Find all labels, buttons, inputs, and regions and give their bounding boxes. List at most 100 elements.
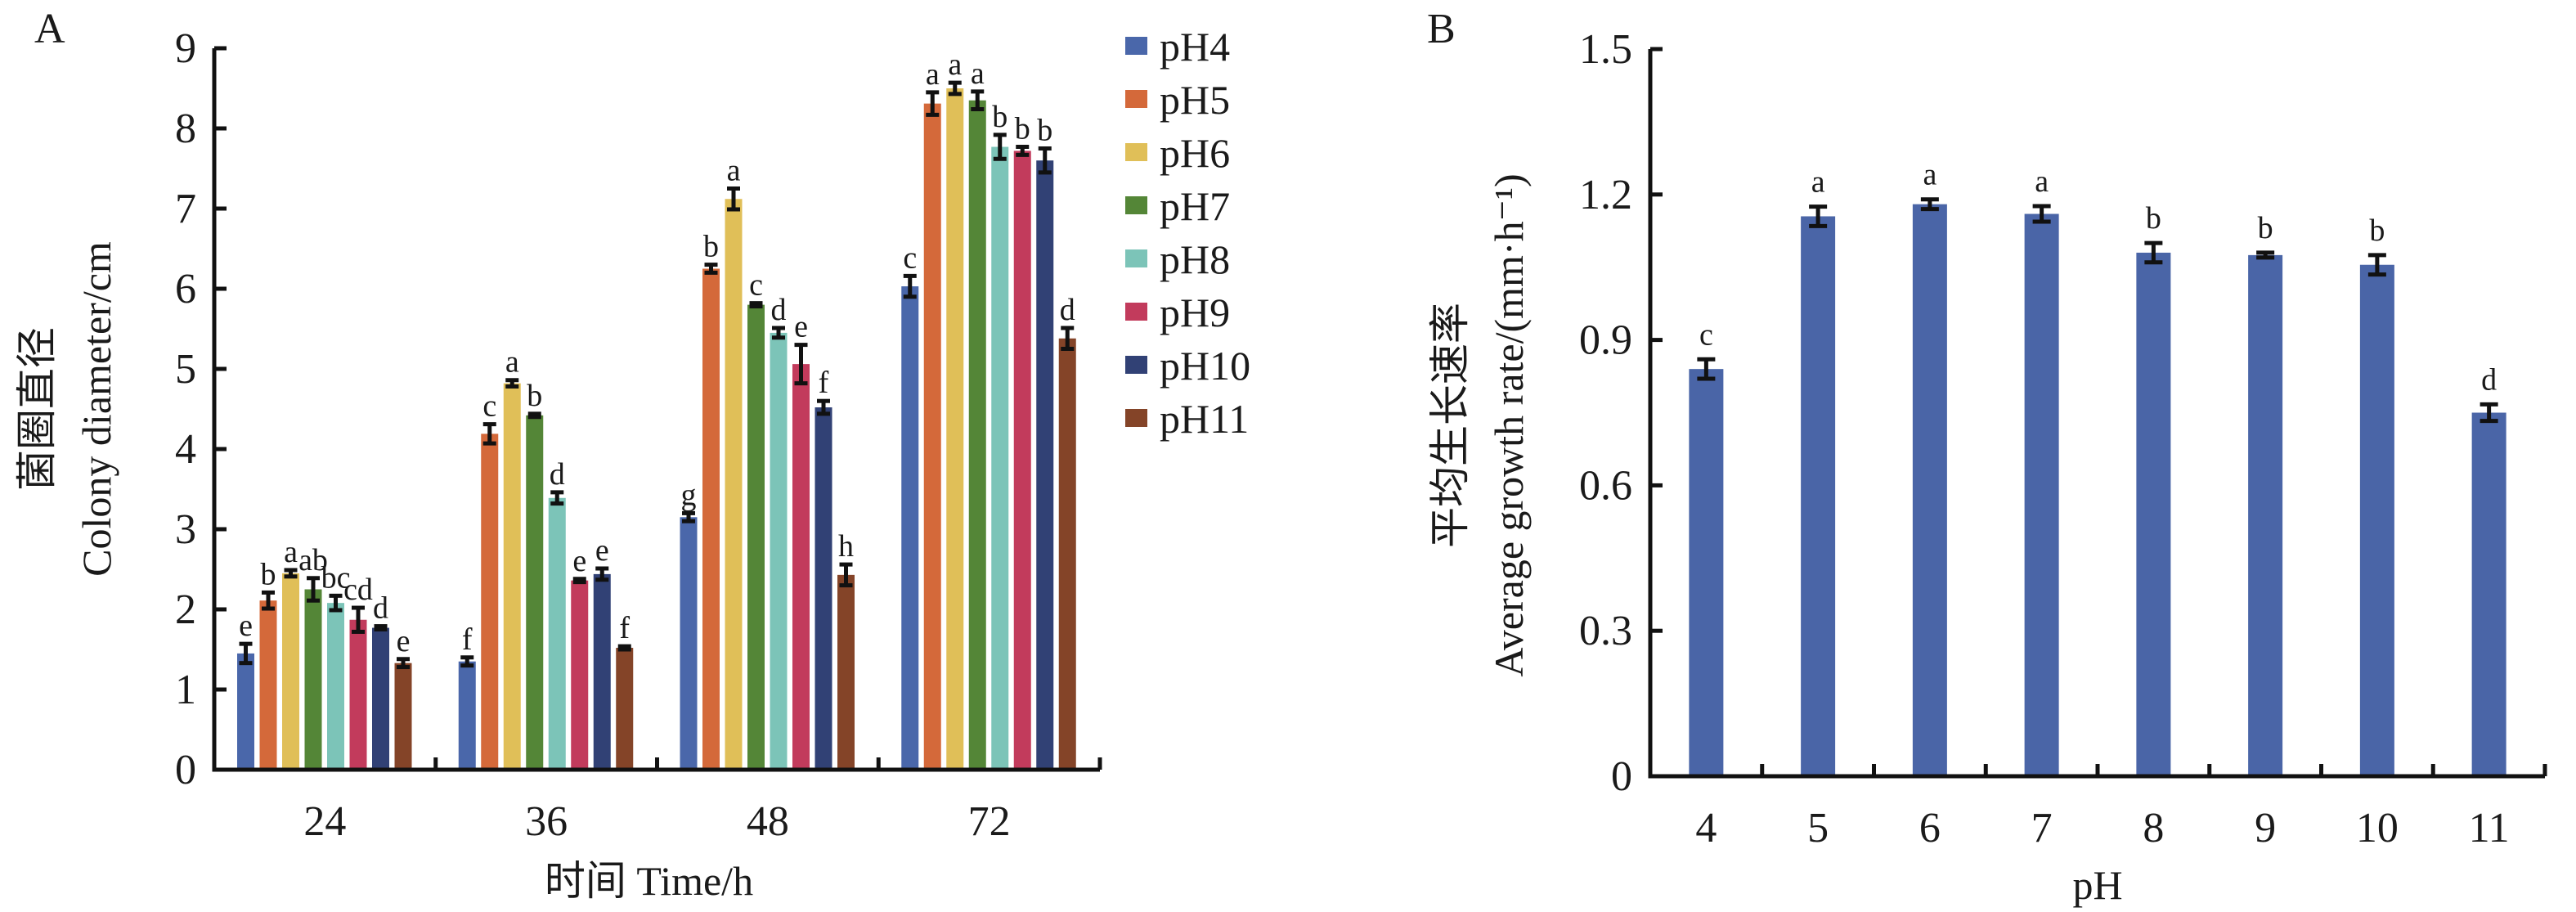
bar-ph8-48h — [770, 332, 788, 770]
x-tick-label: 10 — [2356, 805, 2399, 851]
bar-ph10-36h — [593, 573, 611, 770]
significance-letter: e — [794, 310, 808, 344]
significance-letter: d — [771, 293, 787, 327]
bar-ph6 — [1912, 204, 1947, 777]
x-tick-label: 36 — [525, 798, 568, 845]
significance-letter: f — [619, 611, 630, 645]
y-tick-label: 3 — [175, 506, 196, 553]
bar-ph5-24h — [259, 600, 277, 770]
bar-ph4 — [1689, 369, 1724, 776]
bar-ph5 — [1801, 216, 1836, 777]
bar-ph9-48h — [792, 364, 810, 770]
x-tick-label: 5 — [1807, 805, 1829, 851]
y-tick-label: 2 — [175, 586, 196, 633]
legend-label-ph9: pH9 — [1160, 290, 1230, 335]
legend-label-ph6: pH6 — [1160, 130, 1230, 176]
legend-swatch-ph11 — [1125, 409, 1147, 427]
y-axis-title-b-wrap2: Average growth rate/(mm·h⁻¹) — [1486, 173, 1532, 676]
significance-letter: bc — [321, 560, 351, 595]
y-tick-label: 1.2 — [1579, 172, 1632, 218]
bar-ph7-36h — [526, 415, 544, 770]
legend-a: pH4 pH5 pH6 pH7 pH8 pH9 pH10 pH11 — [1125, 24, 1250, 442]
y-axis-title-b-line1: 平均生长速率 — [1427, 303, 1473, 548]
significance-letter: d — [550, 457, 565, 492]
panel-label-b: B — [1427, 6, 1456, 52]
bar-ph5-72h — [923, 103, 941, 770]
x-tick-label: 24 — [303, 798, 346, 845]
y-axis-title-b-line2: Average growth rate/(mm·h⁻¹) — [1486, 173, 1532, 676]
bar-ph10-72h — [1036, 160, 1054, 770]
bar-ph8-24h — [327, 603, 344, 770]
panel-b-growth-rate-chart: B 平均生长速率 Average growth rate/(mm·h⁻¹) 00… — [1427, 6, 2547, 908]
significance-letter: a — [2035, 164, 2049, 199]
x-tick-label: 72 — [968, 798, 1011, 845]
x-tick-label: 9 — [2255, 805, 2276, 851]
significance-letter: b — [703, 230, 719, 264]
bar-ph6-24h — [282, 573, 299, 770]
significance-letter: c — [903, 240, 917, 275]
significance-letter: e — [397, 624, 411, 658]
legend-swatch-ph8 — [1125, 249, 1147, 267]
bar-ph4-72h — [901, 286, 919, 770]
y-tick-label: 1 — [175, 667, 196, 713]
y-tick-label: 0.9 — [1579, 317, 1632, 364]
significance-letter: a — [971, 56, 985, 91]
significance-letter: e — [595, 533, 609, 568]
significance-letter: c — [749, 268, 763, 303]
significance-letter: h — [838, 529, 854, 564]
y-tick-label: 6 — [175, 266, 196, 312]
significance-letter: a — [926, 57, 940, 92]
y-tick-label: 0.3 — [1579, 608, 1632, 654]
bar-ph4-48h — [680, 517, 698, 770]
significance-letter: a — [1811, 165, 1825, 200]
y-axis-title-a-line1: 菌圈直径 — [14, 327, 60, 491]
bar-ph11-36h — [616, 648, 634, 770]
legend-swatch-ph9 — [1125, 303, 1147, 321]
y-axis-title-a-line2-wrap: Colony diameter/cm — [74, 241, 119, 577]
bar-ph7-24h — [304, 589, 322, 770]
bar-ph8-36h — [548, 497, 566, 770]
bar-ph7 — [2024, 213, 2059, 776]
y-tick-label: 5 — [175, 346, 196, 393]
bar-ph5-36h — [481, 434, 499, 770]
bar-ph8-72h — [991, 146, 1009, 770]
bar-ph11 — [2471, 412, 2506, 776]
bar-ph11-72h — [1058, 338, 1076, 770]
x-tick-label: 11 — [2469, 805, 2510, 851]
y-axis-title-b-wrap1: 平均生长速率 — [1427, 303, 1473, 548]
significance-letter: g — [681, 478, 697, 512]
significance-letter: f — [462, 622, 473, 657]
y-axis-title-a-line2: Colony diameter/cm — [74, 241, 119, 577]
significance-letter: a — [505, 345, 519, 380]
significance-letter: cd — [343, 573, 373, 607]
significance-letter: b — [2146, 201, 2161, 236]
y-tick-label: 7 — [175, 186, 196, 232]
legend-swatch-ph6 — [1125, 143, 1147, 161]
bar-ph9-72h — [1013, 151, 1031, 770]
y-axis-ticks-a: 0 1 2 3 4 5 6 7 8 9 — [175, 25, 227, 793]
bar-ph8 — [2136, 252, 2171, 776]
y-tick-label: 4 — [175, 426, 196, 473]
significance-letter: d — [373, 591, 388, 626]
bar-ph9-24h — [349, 619, 367, 770]
legend-swatch-ph7 — [1125, 196, 1147, 214]
x-tick-label: 7 — [2031, 805, 2053, 851]
significance-letter: d — [2481, 362, 2497, 397]
x-axis-ticks-b: 4 5 6 7 8 9 10 11 — [1695, 764, 2547, 851]
x-tick-label: 4 — [1695, 805, 1717, 851]
legend-swatch-ph5 — [1125, 90, 1147, 108]
significance-letter: b — [527, 379, 542, 413]
legend-label-ph5: pH5 — [1160, 77, 1230, 123]
bar-ph11-24h — [394, 663, 412, 770]
x-tick-label: 6 — [1919, 805, 1941, 851]
legend-label-ph11: pH11 — [1160, 396, 1249, 442]
legend-swatch-ph10 — [1125, 356, 1147, 374]
significance-letter: f — [819, 366, 829, 400]
x-axis-title-b: pH — [2072, 862, 2122, 908]
bar-ph10 — [2359, 264, 2394, 776]
significance-letter: a — [948, 47, 962, 82]
significance-letter: e — [239, 609, 253, 643]
y-tick-label: 1.5 — [1579, 26, 1632, 73]
y-axis-title-a: 菌圈直径 — [14, 327, 60, 491]
significance-letter: e — [572, 544, 586, 578]
